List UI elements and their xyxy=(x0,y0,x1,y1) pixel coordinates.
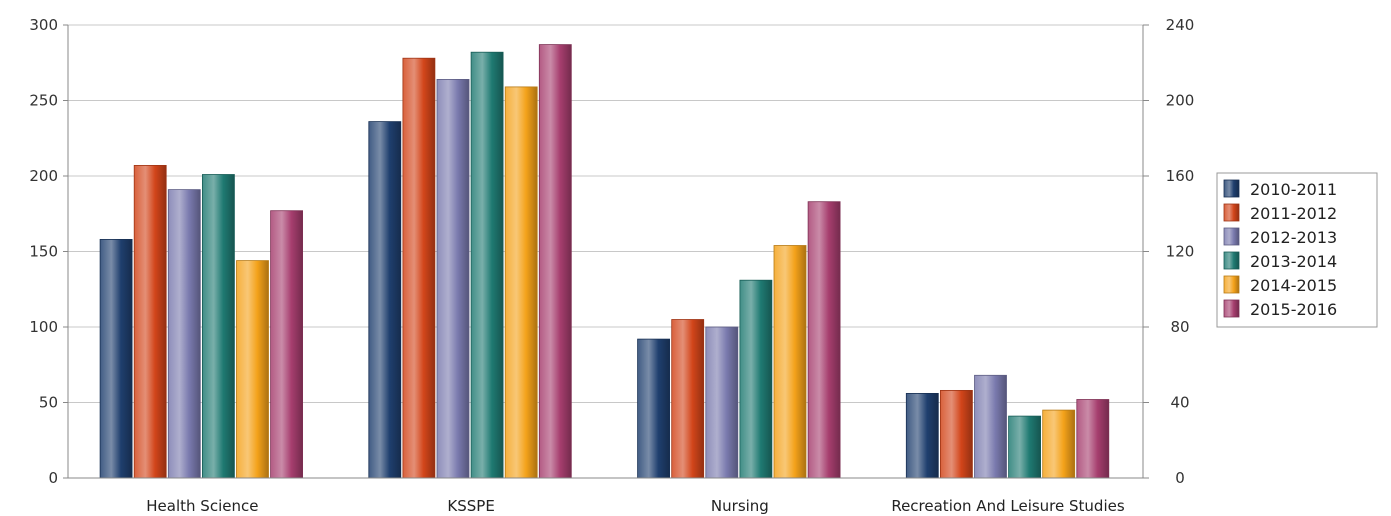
y-tick-label: 0 xyxy=(48,469,58,487)
bar xyxy=(739,279,773,479)
y-axis-ticks: 0 50 100 150 200 250 300 xyxy=(29,16,68,487)
legend-label: 2011-2012 xyxy=(1250,204,1337,223)
legend-swatch xyxy=(1223,275,1240,294)
legend-swatch xyxy=(1223,299,1240,318)
bar xyxy=(538,44,572,479)
bar xyxy=(637,338,670,479)
bar xyxy=(436,79,470,479)
x-category-label: KSSPE xyxy=(447,497,494,515)
y2-tick-label: 0 xyxy=(1175,469,1185,487)
y2-tick-label: 40 xyxy=(1170,394,1189,412)
legend: 2010-2011 2011-2012 2012-2013 2013-2014 2014… xyxy=(1216,172,1378,328)
y2-tick-label: 160 xyxy=(1166,167,1195,185)
bar xyxy=(133,164,167,479)
y2-axis-ticks: 0 40 80 120 160 200 240 xyxy=(1143,16,1194,487)
y2-tick-label: 120 xyxy=(1166,243,1195,261)
y2-tick-label: 200 xyxy=(1166,92,1195,110)
bar xyxy=(671,319,705,479)
bar xyxy=(1008,415,1041,479)
x-category-label: Health Science xyxy=(146,497,258,515)
legend-label: 2013-2014 xyxy=(1250,252,1337,271)
bar xyxy=(99,238,133,479)
y-tick-label: 300 xyxy=(29,16,58,34)
y-tick-label: 100 xyxy=(29,318,58,336)
bar xyxy=(201,174,235,479)
bar xyxy=(905,392,939,479)
legend-label: 2010-2011 xyxy=(1250,180,1337,199)
bar xyxy=(807,201,841,479)
y-tick-label: 50 xyxy=(39,394,58,412)
y-tick-label: 200 xyxy=(29,167,58,185)
bar xyxy=(773,245,807,479)
bar xyxy=(167,189,201,479)
x-category-label: Recreation And Leisure Studies xyxy=(891,497,1125,515)
legend-label: 2014-2015 xyxy=(1250,276,1337,295)
bar xyxy=(402,57,436,479)
bar xyxy=(940,389,973,479)
y-tick-label: 250 xyxy=(29,92,58,110)
bar xyxy=(236,260,269,479)
legend-box xyxy=(1216,172,1378,328)
legend-swatch xyxy=(1223,179,1240,198)
bar xyxy=(504,86,538,479)
bar xyxy=(1076,399,1110,479)
y2-tick-label: 240 xyxy=(1166,16,1195,34)
legend-label: 2012-2013 xyxy=(1250,228,1337,247)
bar-series xyxy=(99,44,1110,479)
x-axis-categories: Health Science KSSPE Nursing Recreation And… xyxy=(146,497,1125,515)
legend-swatch xyxy=(1223,203,1240,222)
y-tick-label: 150 xyxy=(29,243,58,261)
legend-label: 2015-2016 xyxy=(1250,300,1337,319)
legend-swatch xyxy=(1223,227,1240,246)
bar xyxy=(270,210,304,479)
bar xyxy=(1042,409,1076,479)
bar xyxy=(470,51,504,479)
legend-swatch xyxy=(1223,251,1240,270)
x-category-label: Nursing xyxy=(711,497,769,515)
bar xyxy=(368,121,402,479)
bar xyxy=(705,326,739,479)
bar xyxy=(974,374,1007,479)
y2-tick-label: 80 xyxy=(1170,318,1189,336)
